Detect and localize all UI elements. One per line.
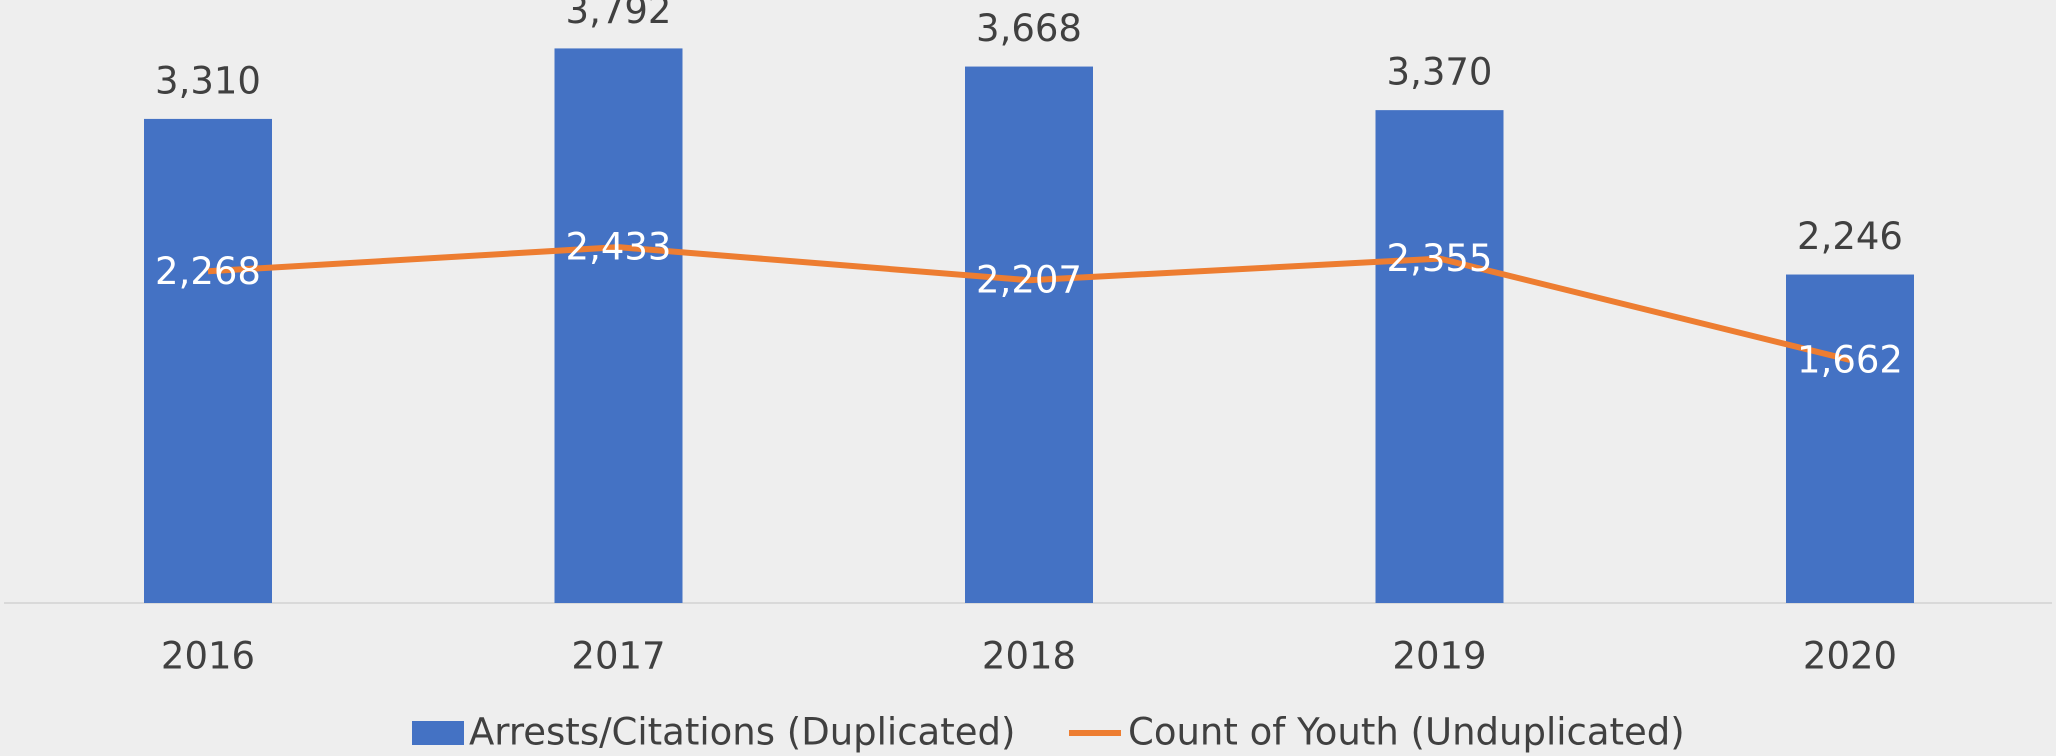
line-value-label: 1,662: [1797, 338, 1903, 381]
line-value-label: 2,433: [566, 226, 672, 269]
bar: [554, 48, 683, 604]
legend-label: Arrests/Citations (Duplicated): [469, 711, 1015, 754]
bar-value-label: 3,310: [155, 59, 261, 102]
x-tick-label: 2017: [571, 635, 665, 678]
bar-value-label: 2,246: [1797, 215, 1903, 258]
line-value-label: 2,268: [155, 250, 261, 293]
line-value-label: 2,355: [1387, 237, 1493, 280]
x-tick-label: 2016: [161, 635, 255, 678]
legend-swatch: [412, 721, 464, 745]
x-tick-label: 2018: [982, 635, 1076, 678]
x-tick-label: 2020: [1803, 635, 1897, 678]
line-value-label: 2,207: [976, 259, 1082, 302]
bar-value-label: 3,370: [1387, 51, 1493, 94]
bar-value-label: 3,668: [976, 7, 1082, 50]
bar: [1375, 110, 1504, 603]
bar: [965, 66, 1093, 604]
x-tick-label: 2019: [1392, 635, 1486, 678]
bar: [144, 118, 272, 603]
bar-value-label: 3,792: [566, 0, 672, 32]
bar: [1786, 274, 1914, 603]
legend-label: Count of Youth (Unduplicated): [1128, 711, 1685, 754]
line: [207, 244, 1851, 363]
